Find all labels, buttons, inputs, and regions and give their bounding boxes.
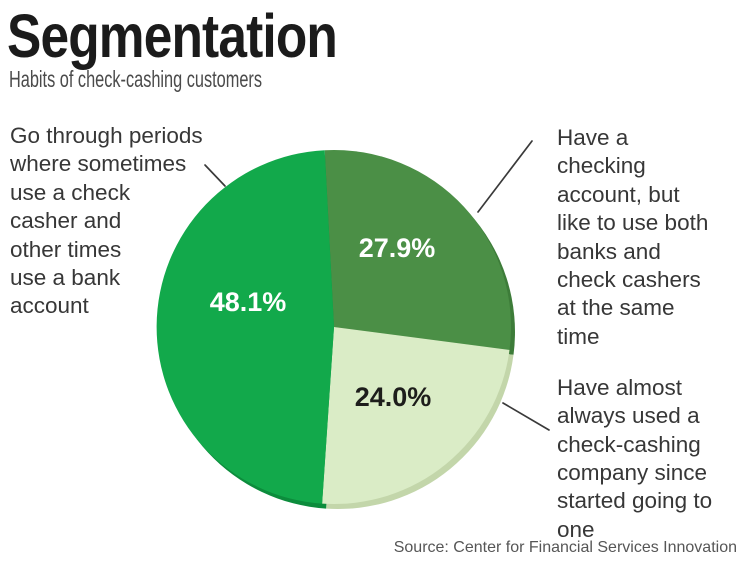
- value-label-mixed-periods: 48.1%: [210, 287, 287, 317]
- annotation-line: where sometimes: [9, 151, 186, 176]
- annotation-line: company since: [557, 460, 707, 485]
- source-credit: Source: Center for Financial Services In…: [394, 539, 737, 556]
- page-title: Segmentation: [7, 2, 337, 70]
- leader-line-left: [204, 164, 226, 187]
- pie-slice-always-check-casher[interactable]: [322, 327, 510, 504]
- annotation-line: use a check: [10, 180, 131, 205]
- value-label-always-check-casher: 24.0%: [355, 382, 432, 412]
- annotation-mixed-periods: Go through periods where sometimes use a…: [9, 123, 209, 318]
- annotation-line: account, but: [557, 182, 680, 207]
- annotation-line: time: [557, 324, 600, 349]
- annotation-line: casher and: [10, 208, 121, 233]
- value-label-checking-account: 27.9%: [359, 233, 436, 263]
- annotation-line: account: [10, 293, 90, 318]
- annotation-line: banks and: [557, 239, 661, 264]
- annotation-line: use a bank: [10, 265, 121, 290]
- annotation-line: Have a: [557, 125, 629, 150]
- pie: [156, 149, 511, 504]
- page-subtitle: Habits of check-cashing customers: [9, 66, 262, 92]
- annotation-line: one: [557, 517, 595, 542]
- annotation-line: at the same: [557, 295, 675, 320]
- annotation-line: always used a: [557, 403, 700, 428]
- pie-slice-mixed-periods[interactable]: [156, 150, 334, 504]
- pie-slice-checking-account[interactable]: [324, 149, 511, 350]
- annotation-line: like to use both: [557, 210, 708, 235]
- annotation-line: check cashers: [557, 267, 701, 292]
- leader-line-bottom-right: [502, 402, 550, 431]
- annotation-checking-account: Have a checking account, but like to use…: [557, 125, 715, 349]
- annotation-always-check-casher: Have almost always used a check-cashing …: [557, 375, 718, 542]
- leader-line-top-right: [477, 140, 533, 213]
- annotation-line: Have almost: [557, 375, 683, 400]
- annotation-line: started going to: [557, 488, 712, 513]
- annotation-line: checking: [557, 153, 646, 178]
- annotation-line: other times: [10, 237, 121, 262]
- annotation-line: check-cashing: [557, 432, 701, 457]
- annotation-line: Go through periods: [10, 123, 203, 148]
